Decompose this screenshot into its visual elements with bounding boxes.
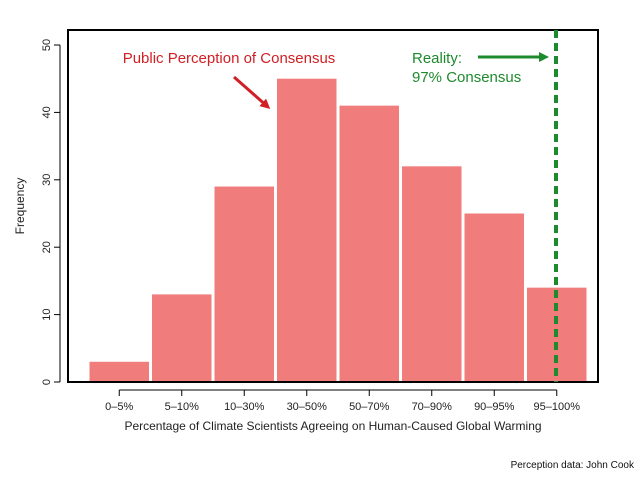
x-tick-label-7: 95–100% [534, 401, 581, 413]
y-tick-label-2: 20 [41, 241, 53, 253]
y-axis-title: Frequency [13, 178, 27, 235]
y-tick-label-1: 10 [41, 308, 53, 320]
reality-value: 97% Consensus [412, 69, 521, 86]
perception-arrow [233, 75, 271, 109]
plot-frame [67, 29, 599, 383]
bar-2 [214, 186, 274, 382]
reality-label: Reality: [412, 50, 462, 67]
bar-3 [277, 78, 337, 382]
y-tick-label-5: 50 [41, 39, 53, 51]
x-tick-label-0: 0–5% [105, 401, 133, 413]
x-tick-label-1: 5–10% [165, 401, 199, 413]
bar-6 [464, 213, 524, 382]
bar-0 [89, 361, 149, 382]
perception-annotation: Public Perception of Consensus [123, 50, 336, 67]
x-axis-ticks: 0–5% 5–10% 10–30% 30–50% 50–70% 70–90% 90–95% 9… [105, 389, 581, 413]
credit-text: Perception data: John Cook [511, 460, 635, 471]
x-tick-label-5: 70–90% [412, 401, 453, 413]
y-tick-label-4: 40 [41, 106, 53, 118]
bar-4 [339, 105, 399, 382]
bars-group [89, 78, 587, 382]
y-axis-ticks: 0 10 20 30 40 50 [41, 39, 61, 385]
bar-1 [152, 294, 212, 382]
x-axis-title: Percentage of Climate Scientists Agreein… [124, 419, 541, 433]
x-tick-label-2: 10–30% [224, 401, 265, 413]
x-tick-label-4: 50–70% [349, 401, 390, 413]
bar-5 [402, 166, 462, 382]
y-tick-label-0: 0 [41, 379, 53, 385]
y-tick-label-3: 30 [41, 174, 53, 186]
x-tick-label-3: 30–50% [287, 401, 328, 413]
x-tick-label-6: 90–95% [474, 401, 515, 413]
